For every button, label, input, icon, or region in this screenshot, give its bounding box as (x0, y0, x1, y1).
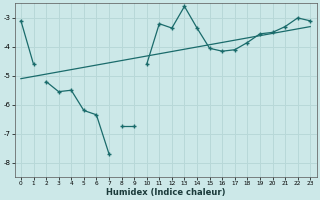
X-axis label: Humidex (Indice chaleur): Humidex (Indice chaleur) (106, 188, 225, 197)
